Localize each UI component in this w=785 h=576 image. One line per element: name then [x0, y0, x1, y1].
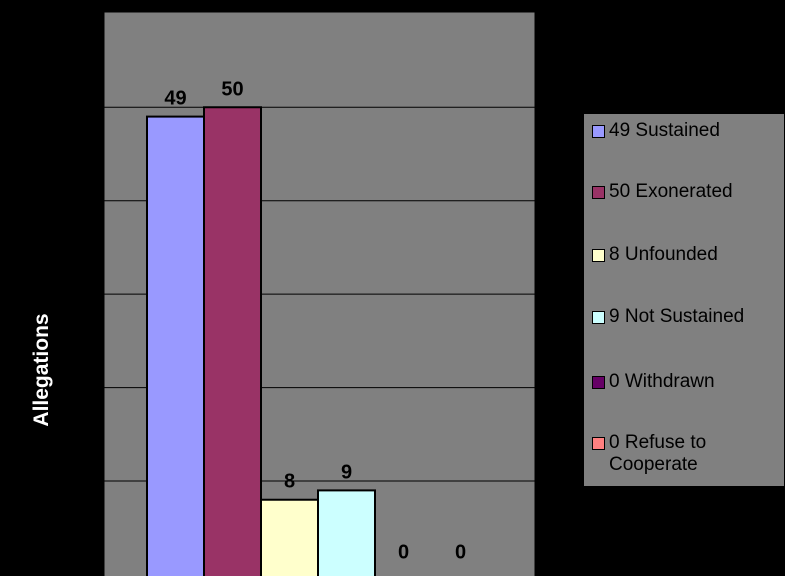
legend-label: 50 Exonerated	[609, 181, 733, 202]
bar	[317, 489, 376, 576]
legend-swatch	[592, 125, 605, 138]
bar	[260, 498, 319, 576]
legend-swatch	[592, 376, 605, 389]
bars	[146, 106, 376, 576]
data-label: 0	[398, 542, 409, 564]
legend-swatch	[592, 186, 605, 199]
legend-item-1: 49 Sustained	[592, 120, 720, 142]
bar	[146, 115, 205, 576]
legend-label: 49 Sustained	[609, 120, 720, 141]
legend-label: 8 Unfounded	[609, 244, 718, 265]
legend-item-6: 0 Refuse to Cooperate	[592, 432, 722, 476]
y-axis-label: Allegations	[30, 313, 53, 427]
bar	[203, 106, 262, 576]
legend-label: 9 Not Sustained	[609, 306, 745, 327]
legend-swatch	[592, 437, 605, 450]
data-labels: 49 50 8 9 0 0	[164, 78, 466, 563]
legend-item-3: 8 Unfounded	[592, 244, 718, 266]
data-label: 50	[221, 78, 243, 100]
legend-label: 0 Withdrawn	[609, 371, 715, 392]
data-label: 8	[284, 471, 295, 493]
legend-swatch	[592, 311, 605, 324]
legend-swatch	[592, 249, 605, 262]
legend-item-4: 9 Not Sustained	[592, 306, 744, 328]
legend-item-5: 0 Withdrawn	[592, 371, 715, 393]
data-label: 9	[341, 461, 352, 483]
legend-item-2: 50 Exonerated	[592, 181, 733, 203]
data-label: 0	[455, 542, 466, 564]
data-label: 49	[164, 88, 186, 110]
legend-label: 0 Refuse to Cooperate	[609, 432, 707, 475]
legend: 49 Sustained 50 Exonerated 8 Unfounded 9…	[583, 113, 785, 487]
